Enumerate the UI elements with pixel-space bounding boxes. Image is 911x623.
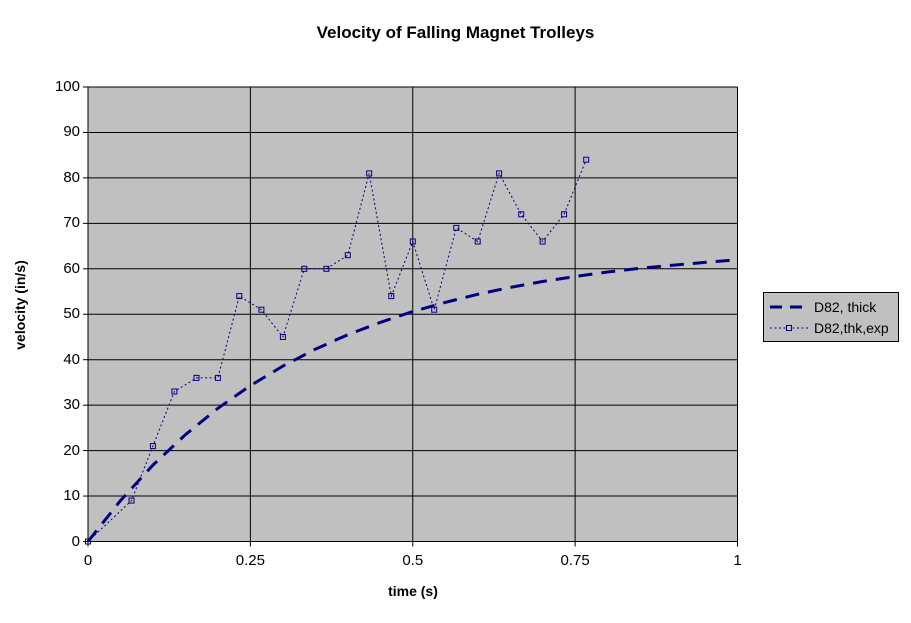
y-tick-label: 100 bbox=[54, 78, 80, 95]
series-line-d82-thk-exp bbox=[87, 159, 587, 542]
y-tick-label: 30 bbox=[63, 396, 80, 414]
y-tick-label: 40 bbox=[63, 350, 80, 368]
data-point-marker bbox=[518, 211, 525, 218]
data-point-marker bbox=[366, 170, 373, 177]
data-point-marker bbox=[149, 443, 156, 450]
data-point-marker bbox=[258, 306, 265, 313]
y-axis-title: velocity (in/s) bbox=[12, 260, 28, 350]
data-point-marker bbox=[344, 252, 351, 259]
data-point-marker bbox=[85, 538, 91, 545]
data-point-marker bbox=[431, 306, 438, 313]
y-tick-label: 80 bbox=[63, 168, 80, 186]
y-tick-label: 10 bbox=[63, 487, 80, 505]
y-tick-label: 50 bbox=[63, 305, 80, 323]
y-tick-label: 20 bbox=[63, 441, 80, 459]
data-point-marker bbox=[128, 497, 135, 504]
legend-item-d82-thk-exp: D82,thk,exp bbox=[769, 317, 893, 338]
data-point-marker bbox=[236, 293, 243, 300]
data-point-marker bbox=[171, 388, 178, 395]
legend-label: D82,thk,exp bbox=[814, 319, 889, 336]
x-tick-label: 0.25 bbox=[235, 552, 265, 569]
x-tick-label: 0.75 bbox=[560, 552, 590, 569]
x-tick-label: 0 bbox=[83, 552, 93, 569]
y-tick-label: 60 bbox=[63, 259, 80, 277]
data-point-marker bbox=[193, 374, 200, 381]
x-tick-label: 1 bbox=[733, 552, 742, 569]
chart-title: Velocity of Falling Magnet Trolleys bbox=[316, 23, 595, 42]
legend-label: D82, thick bbox=[814, 298, 877, 315]
data-point-marker bbox=[279, 334, 286, 340]
data-point-marker bbox=[409, 238, 416, 245]
data-point-marker bbox=[453, 224, 460, 231]
legend-dotted-marker-sample bbox=[770, 324, 808, 331]
legend-dashed-line-sample bbox=[770, 305, 808, 308]
x-axis-title: time (s) bbox=[388, 583, 438, 599]
x-tick-label: 0.5 bbox=[402, 552, 424, 569]
data-point-marker bbox=[474, 238, 481, 245]
data-point-marker bbox=[561, 211, 568, 218]
data-point-marker bbox=[496, 170, 503, 177]
data-point-marker bbox=[539, 238, 546, 245]
y-tick-label: 90 bbox=[63, 123, 80, 141]
data-point-marker bbox=[388, 293, 395, 300]
data-point-marker bbox=[214, 374, 221, 381]
legend: D82, thick D82,thk,exp bbox=[763, 292, 899, 342]
legend-item-d82-thick: D82, thick bbox=[769, 296, 893, 317]
y-tick-label: 70 bbox=[63, 214, 80, 232]
data-point-marker bbox=[301, 265, 308, 272]
y-tick-label: 0 bbox=[71, 532, 80, 550]
data-point-marker bbox=[583, 156, 590, 163]
series-line-d82-thick bbox=[86, 258, 738, 543]
data-point-marker bbox=[323, 265, 330, 272]
